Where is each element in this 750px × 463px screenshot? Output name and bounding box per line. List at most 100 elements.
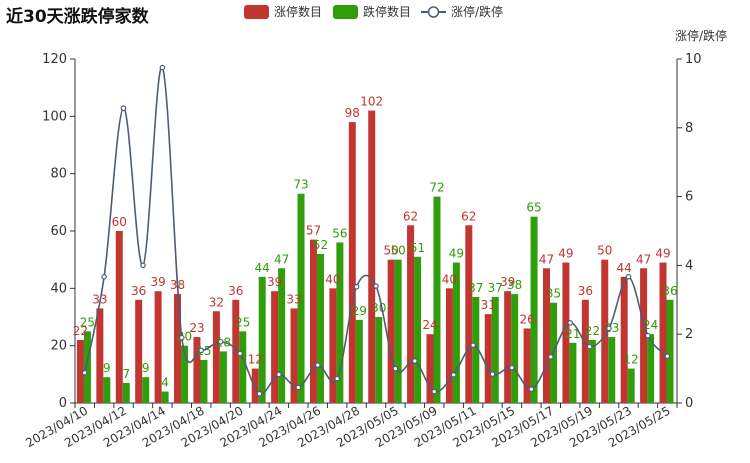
bar-limit-down: [608, 337, 616, 403]
bar-label-limit-down: 65: [526, 201, 541, 215]
bar-limit-up: [76, 339, 84, 403]
bar-label-limit-down: 7: [122, 367, 130, 381]
bar-label-limit-up: 50: [597, 244, 612, 258]
bar-limit-up: [115, 231, 123, 403]
bar-label-limit-down: 50: [390, 244, 405, 258]
bar-limit-up: [96, 308, 104, 403]
ratio-point: [256, 390, 263, 397]
bar-limit-up: [640, 268, 648, 403]
ratio-point: [237, 350, 243, 357]
bar-label-limit-up: 49: [655, 247, 670, 261]
bar-limit-up: [387, 259, 395, 403]
y-right-axis-label: 涨停/跌停: [675, 28, 727, 43]
ratio-point: [625, 273, 632, 280]
bar-label-limit-down: 44: [255, 261, 270, 275]
bar-limit-down: [83, 331, 91, 403]
bar-limit-down: [666, 299, 674, 403]
bar-label-limit-down: 73: [293, 178, 308, 192]
y-left-tick-label: 0: [59, 396, 67, 411]
bar-limit-down: [181, 345, 189, 403]
legend-marker-ratio: [427, 6, 440, 18]
bar-label-limit-up: 44: [617, 261, 632, 275]
bar-label-limit-up: 26: [519, 312, 534, 326]
y-left-tick-label: 80: [50, 167, 67, 182]
bar-limit-up: [174, 294, 182, 403]
bar-label-limit-down: 21: [565, 327, 580, 341]
bar-limit-down: [433, 196, 441, 403]
ratio-point: [645, 332, 651, 339]
bar-limit-down: [122, 382, 130, 403]
bar-label-limit-down: 47: [274, 252, 289, 266]
bar-label-limit-down: 51: [410, 241, 425, 255]
bar-label-limit-up: 39: [150, 275, 165, 289]
bar-limit-down: [530, 216, 538, 403]
bar-limit-up: [348, 122, 356, 404]
legend-label-ratio: 涨停/跌停: [451, 4, 503, 19]
bar-label-limit-down: 72: [429, 181, 444, 195]
bar-limit-up: [659, 262, 667, 403]
bar-limit-down: [511, 294, 519, 403]
ratio-line: [83, 66, 668, 395]
ratio-point: [217, 338, 224, 345]
ratio-point: [314, 362, 321, 368]
bar-label-limit-up: 36: [578, 284, 593, 298]
legend-label-limit-up: 涨停数目: [274, 4, 322, 19]
bar-limit-up: [290, 308, 298, 403]
bar-label-limit-up: 47: [539, 252, 554, 266]
bar-label-limit-down: 29: [352, 304, 367, 318]
ratio-point: [276, 371, 282, 378]
bar-label-limit-up: 40: [442, 272, 457, 286]
bar-label-limit-up: 39: [500, 275, 515, 289]
y-left-tick-label: 100: [42, 109, 67, 124]
bar-label-limit-down: 49: [449, 247, 464, 261]
bar-label-limit-up: 50: [384, 244, 399, 258]
bar-label-limit-up: 47: [636, 252, 651, 266]
ratio-point: [547, 354, 554, 360]
bar-label-limit-up: 62: [403, 209, 418, 223]
ratio-point: [450, 371, 457, 378]
bar-limit-up: [232, 299, 240, 403]
ratio-point: [509, 364, 515, 371]
y-left-tick-label: 40: [50, 281, 67, 296]
bar-label-limit-up: 12: [248, 353, 263, 367]
bar-label-limit-down: 52: [313, 238, 328, 252]
ratio-point: [101, 273, 107, 280]
bar-limit-up: [484, 314, 492, 403]
ratio-point: [489, 371, 496, 377]
legend-label-limit-down: 跌停数目: [363, 4, 411, 19]
bar-limit-up: [465, 225, 473, 403]
ratio-point: [664, 353, 671, 360]
ratio-point: [179, 334, 185, 341]
ratio-point: [159, 64, 166, 71]
bar-limit-down: [297, 193, 305, 403]
bar-limit-down: [491, 296, 499, 403]
bar-label-limit-up: 102: [360, 95, 383, 109]
legend-swatch-limit-up: [244, 5, 269, 19]
bar-label-limit-up: 31: [481, 298, 496, 312]
bar-limit-up: [523, 328, 531, 403]
bar-label-limit-down: 25: [80, 315, 95, 329]
bar-label-limit-down: 30: [371, 301, 386, 315]
bar-limit-up: [212, 311, 220, 403]
legend-swatch-limit-down: [333, 5, 358, 19]
ratio-point: [470, 342, 476, 349]
bar-label-limit-up: 36: [228, 284, 243, 298]
bar-limit-down: [278, 268, 286, 403]
y-left-tick-label: 20: [50, 339, 67, 354]
ratio-point: [198, 347, 205, 354]
bar-limit-down: [414, 256, 422, 403]
bar-limit-up: [426, 334, 434, 403]
bar-limit-up: [445, 288, 453, 403]
bar-limit-up: [543, 268, 550, 403]
bar-limit-down: [336, 242, 344, 403]
bar-limit-up: [329, 288, 337, 403]
ratio-point: [120, 105, 127, 111]
bar-limit-down: [588, 339, 596, 403]
y-right-tick-label: 10: [685, 52, 702, 67]
bar-label-limit-up: 39: [267, 275, 282, 289]
bar-limit-down: [375, 317, 383, 403]
bar-limit-down: [472, 296, 480, 403]
bar-limit-down: [103, 377, 111, 403]
bar-label-limit-up: 98: [345, 106, 360, 120]
bar-limit-up: [620, 276, 628, 403]
